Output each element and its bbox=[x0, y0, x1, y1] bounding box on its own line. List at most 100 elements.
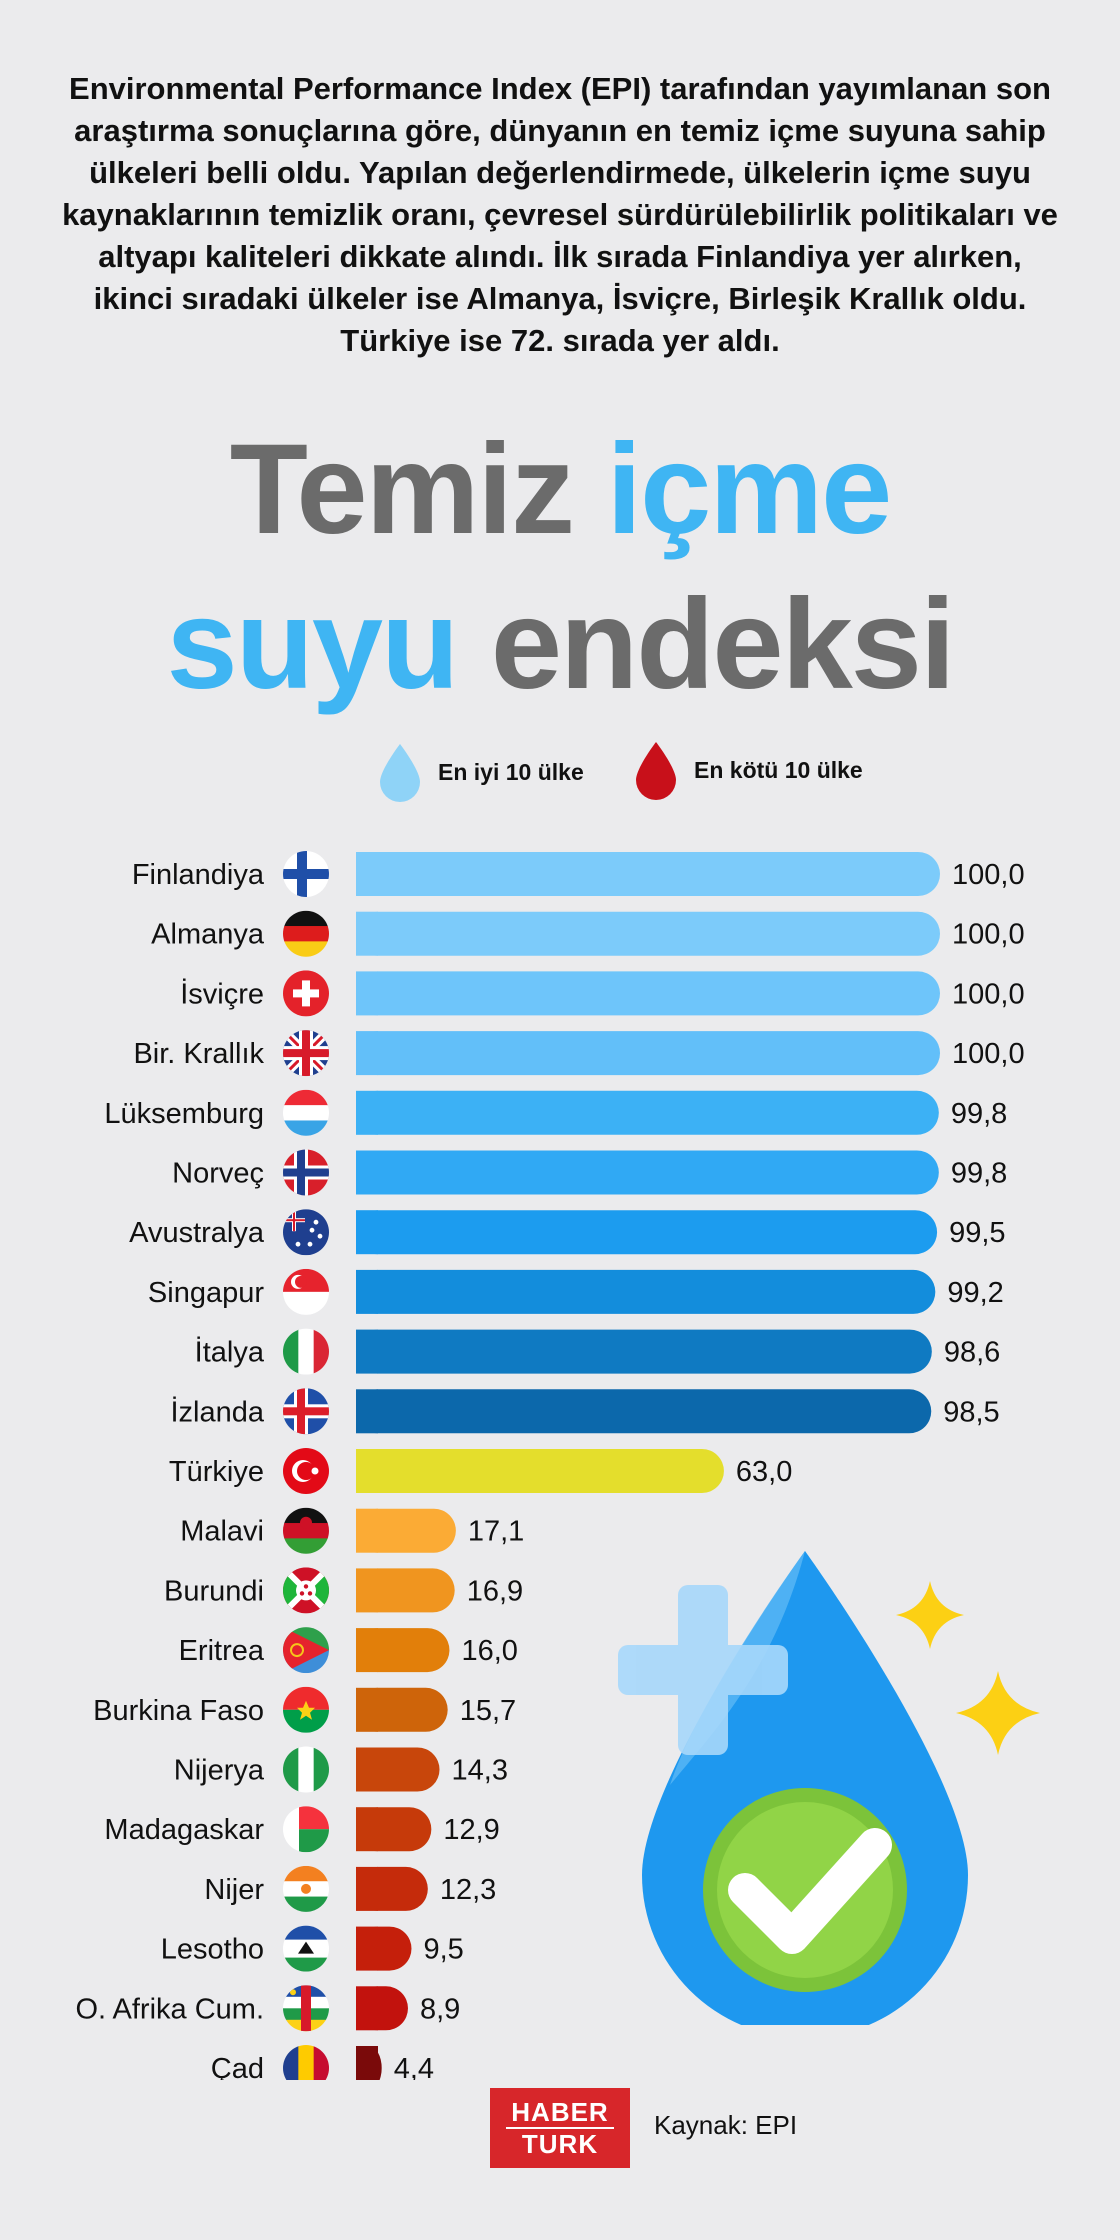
value-label: 16,0 bbox=[461, 1635, 517, 1667]
value-label: 9,5 bbox=[423, 1934, 463, 1966]
title-word-endeksi: endeksi bbox=[490, 573, 956, 716]
value-label: 8,9 bbox=[420, 1993, 460, 2025]
bar bbox=[356, 971, 940, 1016]
iceland-flag-icon bbox=[283, 1388, 329, 1435]
bar bbox=[356, 1508, 456, 1553]
bar-left-edge bbox=[356, 1926, 378, 1971]
chart-row: Burkina Faso 15,7 bbox=[93, 1686, 516, 1733]
category-label: Nijerya bbox=[174, 1755, 265, 1787]
bar-left-edge bbox=[356, 1090, 378, 1135]
uk-flag-icon bbox=[283, 1030, 329, 1077]
bar-left-edge bbox=[356, 1031, 378, 1076]
category-label: Türkiye bbox=[169, 1456, 264, 1488]
category-label: Madagaskar bbox=[104, 1814, 264, 1846]
bar-left-edge bbox=[356, 1807, 378, 1852]
chart-row: İsviçre 100,0 bbox=[180, 970, 1025, 1017]
bar bbox=[356, 1329, 932, 1374]
chart-row: Nijer 12,3 bbox=[204, 1865, 496, 1912]
value-label: 98,6 bbox=[944, 1337, 1000, 1369]
lesotho-flag-icon bbox=[283, 1925, 329, 1972]
bar bbox=[356, 1568, 455, 1613]
category-label: Almanya bbox=[151, 919, 265, 951]
chart-row: Türkiye 63,0 bbox=[169, 1448, 792, 1494]
value-label: 15,7 bbox=[460, 1695, 516, 1727]
bar bbox=[356, 1687, 448, 1732]
logo-bottom-text: TURK bbox=[521, 2129, 599, 2159]
bar-left-edge bbox=[356, 1389, 378, 1434]
bar-left-edge bbox=[356, 1747, 378, 1792]
italy-flag-icon bbox=[283, 1328, 329, 1375]
madagascar-flag-icon bbox=[283, 1806, 329, 1853]
value-label: 12,9 bbox=[443, 1814, 499, 1846]
title-word-icme: içme bbox=[606, 418, 893, 561]
chart-row: Norveç 99,8 bbox=[172, 1149, 1007, 1196]
burkina-faso-flag-icon bbox=[283, 1686, 329, 1733]
haberturk-logo: HABER TURK bbox=[490, 2088, 630, 2168]
category-label: Malavi bbox=[180, 1516, 264, 1548]
value-label: 98,5 bbox=[943, 1396, 999, 1428]
intro-paragraph: Environmental Performance Index (EPI) ta… bbox=[62, 71, 1058, 358]
chart-row: Nijerya 14,3 bbox=[174, 1746, 508, 1793]
category-label: Çad bbox=[211, 2053, 264, 2080]
value-label: 16,9 bbox=[467, 1575, 523, 1607]
bar bbox=[356, 1449, 724, 1493]
bar-left-edge bbox=[356, 1628, 378, 1673]
legend-worst-label: En kötü 10 ülke bbox=[694, 756, 863, 783]
category-label: Avustralya bbox=[129, 1217, 265, 1249]
value-label: 99,8 bbox=[951, 1098, 1007, 1130]
niger-flag-icon bbox=[283, 1865, 329, 1912]
eritrea-flag-icon bbox=[283, 1627, 329, 1674]
category-label: Burundi bbox=[164, 1575, 264, 1607]
legend: En iyi 10 ülke En kötü 10 ülke bbox=[0, 742, 1120, 802]
bar-left-edge bbox=[356, 911, 378, 956]
category-label: Finlandiya bbox=[132, 859, 265, 891]
value-label: 17,1 bbox=[468, 1516, 524, 1548]
bar bbox=[356, 1389, 932, 1434]
legend-best-label: En iyi 10 ülke bbox=[438, 758, 584, 785]
legend-item-worst: En kötü 10 ülke bbox=[632, 740, 863, 800]
title-word-suyu: suyu bbox=[166, 573, 460, 716]
category-label: Nijer bbox=[204, 1874, 264, 1906]
value-label: 100,0 bbox=[952, 859, 1025, 891]
clean-water-drop-illustration-icon bbox=[618, 1551, 1040, 2025]
finland-flag-icon bbox=[283, 851, 329, 897]
chart-row: Madagaskar 12,9 bbox=[104, 1806, 500, 1853]
source-label: Kaynak: EPI bbox=[654, 2110, 798, 2140]
bar bbox=[356, 1031, 940, 1076]
chart-row: Malavi 17,1 bbox=[180, 1507, 524, 1554]
chart-row: Lüksemburg 99,8 bbox=[104, 1089, 1007, 1136]
value-label: 14,3 bbox=[452, 1755, 508, 1787]
chart-row: Singapur 99,2 bbox=[148, 1268, 1004, 1315]
bar-left-edge bbox=[356, 1568, 378, 1613]
bar-left-edge bbox=[356, 1269, 378, 1314]
bar-left-edge bbox=[356, 852, 378, 896]
category-label: İzlanda bbox=[170, 1395, 264, 1428]
central-african-republic-flag-icon bbox=[283, 1985, 329, 2032]
burundi-flag-icon bbox=[283, 1567, 329, 1614]
category-label: O. Afrika Cum. bbox=[75, 1993, 264, 2025]
norway-flag-icon bbox=[283, 1149, 329, 1196]
chart-row: Burundi 16,9 bbox=[164, 1567, 523, 1614]
chart-row: İtalya 98,6 bbox=[195, 1328, 1000, 1375]
category-label: Eritrea bbox=[179, 1635, 265, 1667]
australia-flag-icon bbox=[283, 1209, 329, 1256]
bar-left-edge bbox=[356, 971, 378, 1016]
bar-left-edge bbox=[356, 1449, 378, 1493]
switzerland-flag-icon bbox=[283, 970, 329, 1017]
bar-left-edge bbox=[356, 1508, 378, 1553]
blood-drop-icon bbox=[636, 742, 676, 800]
bar-left-edge bbox=[356, 1210, 378, 1255]
bar-left-edge bbox=[356, 1986, 378, 2031]
category-label: Norveç bbox=[172, 1158, 264, 1190]
chart-row: Almanya 100,0 bbox=[151, 910, 1025, 957]
bar bbox=[356, 1210, 938, 1255]
chart-row: Çad 4,4 bbox=[211, 2045, 434, 2080]
bar-left-edge bbox=[356, 1866, 378, 1911]
chart-row: Lesotho 9,5 bbox=[161, 1925, 464, 1972]
bar bbox=[356, 911, 940, 956]
category-label: İtalya bbox=[195, 1336, 265, 1369]
title-line-2: suyu endeksi bbox=[0, 575, 1120, 715]
bar-left-edge bbox=[356, 1687, 378, 1732]
singapore-flag-icon bbox=[283, 1268, 329, 1315]
value-label: 99,5 bbox=[949, 1217, 1005, 1249]
